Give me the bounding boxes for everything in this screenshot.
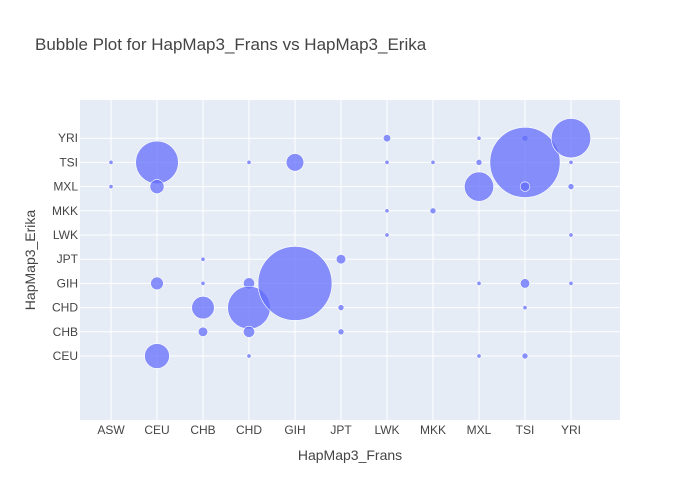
y-axis-ticks: CEU CHB CHD GIH JPT LWK MKK MXL TSI YRI (52, 131, 79, 363)
bubble-mkk-tsi (430, 159, 436, 165)
bubble-asw-tsi (108, 159, 114, 165)
x-tick-label: CHD (236, 423, 262, 437)
bubble-mkk-mkk (429, 207, 437, 215)
bubble-chd-chb (243, 325, 255, 338)
bubble-yri-lwk (568, 232, 574, 238)
y-tick-label: LWK (53, 228, 78, 242)
bubble-chb-gih (200, 280, 206, 286)
x-tick-label: MKK (420, 423, 446, 437)
bubble-yri-mxl (567, 183, 575, 190)
bubble-chb-chb (197, 326, 209, 337)
bubble-tsi-mxl (519, 181, 531, 192)
y-tick-label: TSI (59, 155, 78, 169)
x-tick-label: YRI (561, 423, 581, 437)
y-tick-label: JPT (57, 252, 79, 266)
chart-title: Bubble Plot for HapMap3_Frans vs HapMap3… (35, 35, 427, 54)
bubble-lwk-yri (382, 134, 391, 143)
y-tick-label: MKK (52, 204, 78, 218)
x-tick-label: TSI (516, 423, 535, 437)
y-axis-title: HapMap3_Erika (22, 210, 38, 311)
grid-lines (80, 100, 620, 420)
x-axis-ticks: ASW CEU CHB CHD GIH JPT LWK MKK MXL TSI YRI (97, 423, 581, 437)
bubble-markers (108, 118, 591, 369)
y-tick-label: GIH (57, 276, 78, 290)
bubble-mxl-yri (476, 135, 482, 141)
bubble-jpt-chd (337, 304, 345, 311)
y-tick-label: CEU (53, 349, 78, 363)
x-tick-label: CHB (190, 423, 215, 437)
bubble-tsi-tsi (489, 126, 561, 198)
x-tick-label: ASW (97, 423, 125, 437)
bubble-jpt-chb (337, 328, 345, 336)
bubble-chb-chd (191, 296, 215, 320)
bubble-lwk-lwk (384, 232, 390, 238)
bubble-jpt-jpt (335, 254, 347, 265)
bubble-mxl-gih (476, 280, 482, 286)
bubble-chd-ceu (246, 353, 252, 359)
x-tick-label: LWK (374, 423, 399, 437)
bubble-yri-gih (568, 280, 574, 286)
y-tick-label: MXL (53, 180, 78, 194)
bubble-lwk-tsi (384, 159, 390, 165)
bubble-asw-mxl (108, 184, 114, 190)
bubble-chd-tsi (246, 159, 252, 165)
bubble-tsi-gih (519, 278, 531, 289)
bubble-mxl-tsi (475, 159, 483, 166)
x-tick-label: JPT (330, 423, 352, 437)
bubble-mxl-ceu (476, 353, 482, 359)
x-tick-label: GIH (284, 423, 305, 437)
bubble-ceu-mxl (149, 179, 165, 194)
bubble-tsi-chd (522, 305, 528, 311)
bubble-chb-jpt (200, 256, 206, 262)
bubble-ceu-gih (150, 276, 164, 291)
bubble-gih-tsi (285, 153, 305, 172)
bubble-yri-yri (551, 118, 591, 159)
y-tick-label: CHD (52, 301, 78, 315)
bubble-tsi-ceu (521, 352, 529, 360)
bubble-ceu-tsi (135, 140, 179, 185)
x-tick-label: CEU (144, 423, 169, 437)
bubble-ceu-ceu (144, 343, 170, 369)
bubble-gih-gih (257, 246, 333, 321)
bubble-mxl-mxl (464, 171, 494, 202)
x-tick-label: MXL (467, 423, 492, 437)
y-tick-label: YRI (58, 131, 78, 145)
x-axis-title: HapMap3_Frans (298, 447, 402, 463)
bubble-lwk-mkk (384, 208, 390, 214)
y-tick-label: CHB (53, 325, 78, 339)
bubble-yri-tsi (568, 159, 574, 165)
